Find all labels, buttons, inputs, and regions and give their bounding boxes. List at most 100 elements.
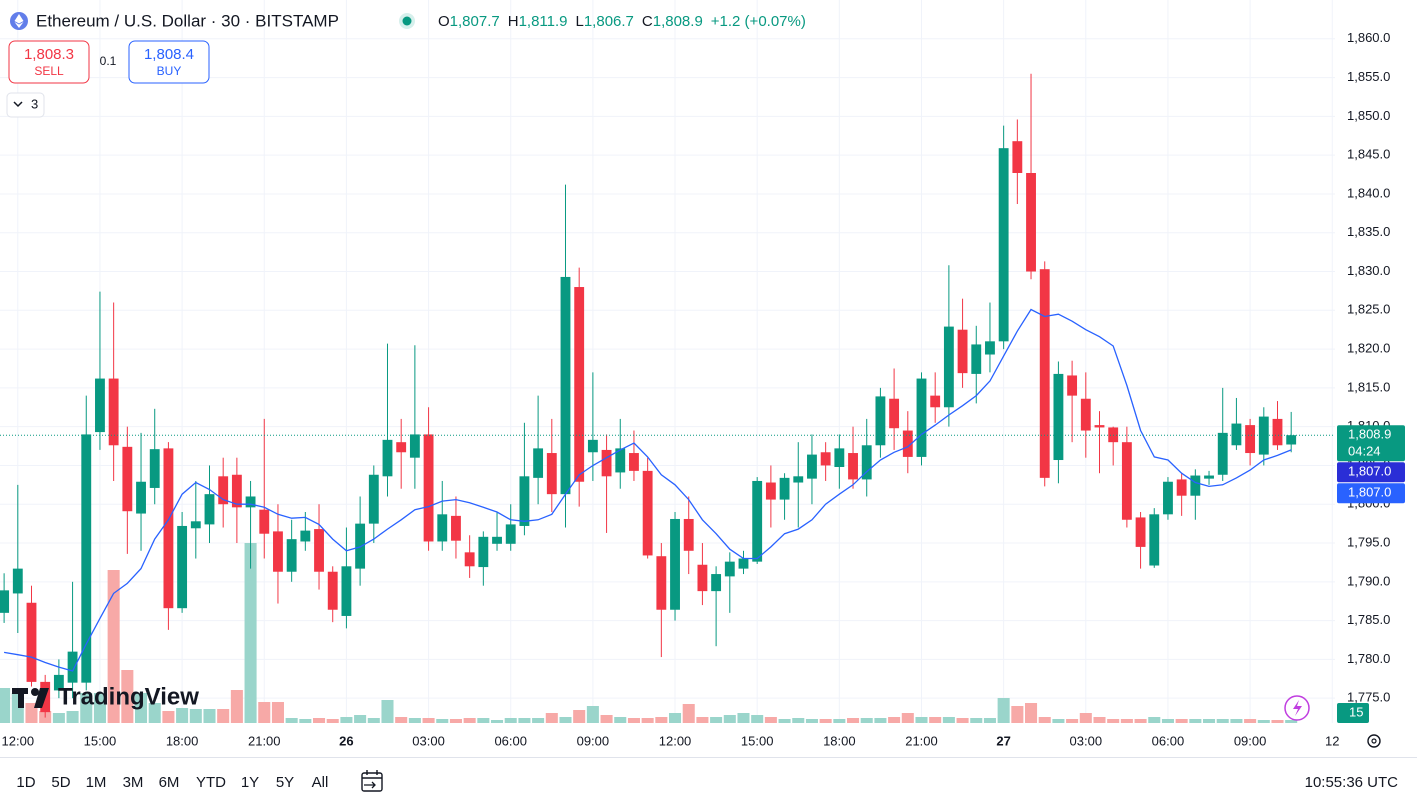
range-button[interactable]: 1D (16, 774, 35, 791)
sell-label[interactable]: SELL (34, 64, 64, 78)
ohlc-key: O (438, 13, 450, 30)
range-button[interactable]: YTD (196, 774, 226, 791)
candle-body (834, 448, 845, 468)
range-button[interactable]: 6M (159, 774, 180, 791)
candle-body (327, 571, 338, 610)
candle-body (656, 556, 667, 610)
x-tick-label: 06:00 (494, 733, 527, 748)
price-badge-label: 1,807.0 (1348, 464, 1391, 479)
y-tick-label: 1,785.0 (1347, 612, 1390, 627)
x-tick-label: 15:00 (84, 733, 117, 748)
volume-bar (696, 717, 709, 723)
candle-body (136, 481, 146, 514)
candle-body (752, 480, 763, 562)
ohlc-legend: O1,807.7 H1,811.9 L1,806.7 C1,808.9 +1.2 (+0… (438, 13, 806, 30)
buy-price[interactable]: 1,808.4 (144, 46, 194, 63)
range-button[interactable]: 1M (86, 774, 107, 791)
x-tick-label: 12:00 (659, 733, 692, 748)
candle-body (1190, 475, 1201, 496)
candle-body (67, 651, 78, 683)
volume-bar (655, 717, 668, 723)
change: +1.2 (+0.07%) (711, 13, 806, 30)
volume-bar (1093, 717, 1106, 723)
volume-bar (271, 702, 284, 723)
y-tick-label: 1,840.0 (1347, 185, 1390, 200)
indicator-count[interactable]: 3 (31, 96, 38, 111)
volume-bar (518, 718, 531, 723)
indicator-toggle[interactable] (6, 92, 45, 118)
buy-button[interactable] (128, 40, 210, 84)
candle-body (601, 449, 612, 477)
y-tick-label: 1,775.0 (1347, 690, 1390, 705)
y-tick-label: 1,825.0 (1347, 302, 1390, 317)
range-button[interactable]: 3M (123, 774, 144, 791)
candle-body (245, 496, 256, 508)
logo-text: TradingView (58, 683, 199, 710)
volume-bar (176, 708, 189, 723)
date-range-icon[interactable] (361, 770, 383, 792)
range-button[interactable]: 1Y (241, 774, 259, 791)
y-tick-label: 1,795.0 (1347, 534, 1390, 549)
volume-bar (66, 711, 79, 723)
x-tick-label: 18:00 (166, 733, 199, 748)
candle-body (930, 395, 941, 408)
candle-body (985, 341, 995, 355)
candle-body (574, 287, 585, 482)
candle-body (81, 434, 92, 683)
volume-bar (449, 719, 462, 723)
sell-button[interactable] (8, 40, 90, 84)
candle-body (1012, 141, 1023, 173)
x-tick-label: 06:00 (1152, 733, 1185, 748)
candle-body (861, 445, 872, 480)
candle-body (273, 531, 283, 572)
candle-body (368, 474, 379, 524)
volume-bar (833, 719, 846, 723)
volume-bar (313, 718, 326, 723)
volume-bar (1216, 719, 1229, 723)
y-tick-label: 1,850.0 (1347, 108, 1390, 123)
range-button[interactable]: 5Y (276, 774, 294, 791)
settings-icon[interactable] (1367, 734, 1381, 748)
volume-bar (217, 709, 230, 723)
candle-body (26, 602, 37, 682)
volume-bar (888, 717, 901, 723)
candle-body (1053, 373, 1064, 461)
x-tick-label: 21:00 (248, 733, 281, 748)
ohlc-value: 1,807.7 (450, 13, 500, 30)
volume-bar (997, 698, 1010, 723)
volume-bar (942, 717, 955, 723)
candle-body (1026, 172, 1036, 272)
volume-bar (627, 718, 640, 723)
volume-bar (0, 688, 11, 723)
candle-body (286, 539, 297, 572)
x-tick-label: 27 (996, 733, 1010, 748)
candle-body (1094, 425, 1105, 428)
candle-body (464, 552, 475, 567)
candle-body (724, 561, 735, 577)
eth-glyph (14, 14, 24, 28)
volume-bar (230, 690, 243, 723)
spread: 0.1 (100, 54, 117, 68)
candle-body (848, 453, 858, 480)
volume-bar (285, 718, 298, 723)
y-tick-label: 1,790.0 (1347, 573, 1390, 588)
volume-bar (463, 718, 476, 723)
candle-body (546, 453, 557, 495)
volume-bar (1011, 706, 1024, 723)
buy-label[interactable]: BUY (157, 64, 182, 78)
candle-body (1067, 375, 1078, 396)
x-tick-label: 03:00 (412, 733, 445, 748)
volume-bar (1285, 720, 1298, 723)
sell-price[interactable]: 1,808.3 (24, 46, 74, 63)
candle-body (1176, 479, 1187, 496)
volume-bar (860, 718, 873, 723)
volume-bar (340, 717, 353, 723)
ohlc-key: H (508, 13, 519, 30)
candle-body (916, 378, 927, 457)
candle-body (1080, 398, 1091, 431)
symbol-title: Ethereum / U.S. Dollar · 30 · BITSTAMP (36, 11, 339, 30)
range-button[interactable]: All (312, 774, 329, 791)
volume-bar (148, 703, 161, 723)
candle-body (587, 439, 598, 453)
range-button[interactable]: 5D (51, 774, 70, 791)
